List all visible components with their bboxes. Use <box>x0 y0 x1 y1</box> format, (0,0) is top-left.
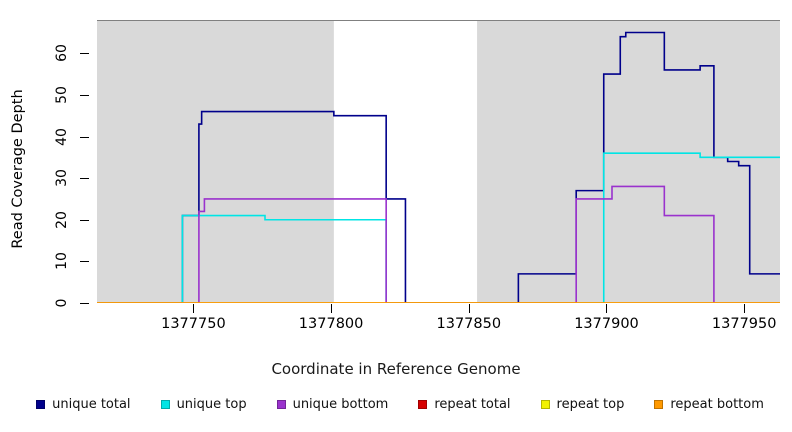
chart-svg <box>97 20 780 303</box>
legend-label: unique top <box>176 397 247 412</box>
y-tick-mark <box>80 178 89 180</box>
shaded-region-repeat-region-left <box>97 20 334 303</box>
x-tick-mark <box>193 304 195 313</box>
x-tick-mark <box>606 304 608 313</box>
y-tick-label: 20 <box>54 210 70 229</box>
legend-swatch-icon <box>36 400 46 409</box>
legend-swatch-icon <box>276 400 286 409</box>
y-tick-mark <box>80 136 89 138</box>
y-tick-mark <box>80 53 89 55</box>
legend-item-repeat-bottom[interactable]: repeat bottom <box>654 398 764 411</box>
legend-item-repeat-total[interactable]: repeat total <box>418 397 511 412</box>
plot-area <box>97 20 780 303</box>
y-tick-label: 60 <box>54 44 70 63</box>
legend-swatch-icon <box>418 400 428 409</box>
legend-label: unique bottom <box>292 397 389 412</box>
y-tick-mark <box>80 303 89 304</box>
y-tick-label: 30 <box>54 169 70 188</box>
legend-item-unique-total[interactable]: unique total <box>36 397 131 412</box>
y-tick-label: 0 <box>54 298 70 308</box>
legend-item-unique-top[interactable]: unique top <box>160 397 247 412</box>
x-tick-mark <box>744 304 746 313</box>
x-axis-title: Coordinate in Reference Genome <box>271 360 521 378</box>
y-tick-label: 40 <box>54 127 70 146</box>
legend-swatch-icon <box>540 400 550 409</box>
x-tick-label: 1377800 <box>298 316 364 332</box>
legend-label: unique total <box>52 397 131 412</box>
series-line-unique-bottom <box>97 185 780 303</box>
legend-label: repeat top <box>556 397 625 412</box>
legend-label: repeat bottom <box>670 397 764 412</box>
y-axis: Read Coverage Depth 0 10 20 30 40 50 60 <box>0 0 97 432</box>
y-tick-mark <box>80 94 89 96</box>
legend-swatch-icon <box>160 400 170 409</box>
y-tick-label: 50 <box>54 86 70 104</box>
y-tick-label: 10 <box>54 252 70 271</box>
chart-legend: unique total unique top unique bottom repea… <box>0 398 792 411</box>
x-tick-label: 1377900 <box>574 316 639 332</box>
legend-label: repeat total <box>434 397 511 412</box>
x-tick-mark <box>331 304 333 313</box>
legend-swatch-icon <box>654 400 664 409</box>
x-tick-label: 1377950 <box>711 316 777 332</box>
x-tick-label: 1377850 <box>436 316 502 332</box>
y-tick-mark <box>80 261 89 263</box>
y-tick-mark <box>80 219 89 221</box>
x-tick-mark <box>468 304 470 313</box>
y-axis-title: Read Coverage Depth <box>10 89 26 249</box>
x-tick-label: 1377750 <box>161 316 226 332</box>
legend-item-unique-bottom[interactable]: unique bottom <box>276 397 389 412</box>
legend-item-repeat-top[interactable]: repeat top <box>540 397 625 412</box>
